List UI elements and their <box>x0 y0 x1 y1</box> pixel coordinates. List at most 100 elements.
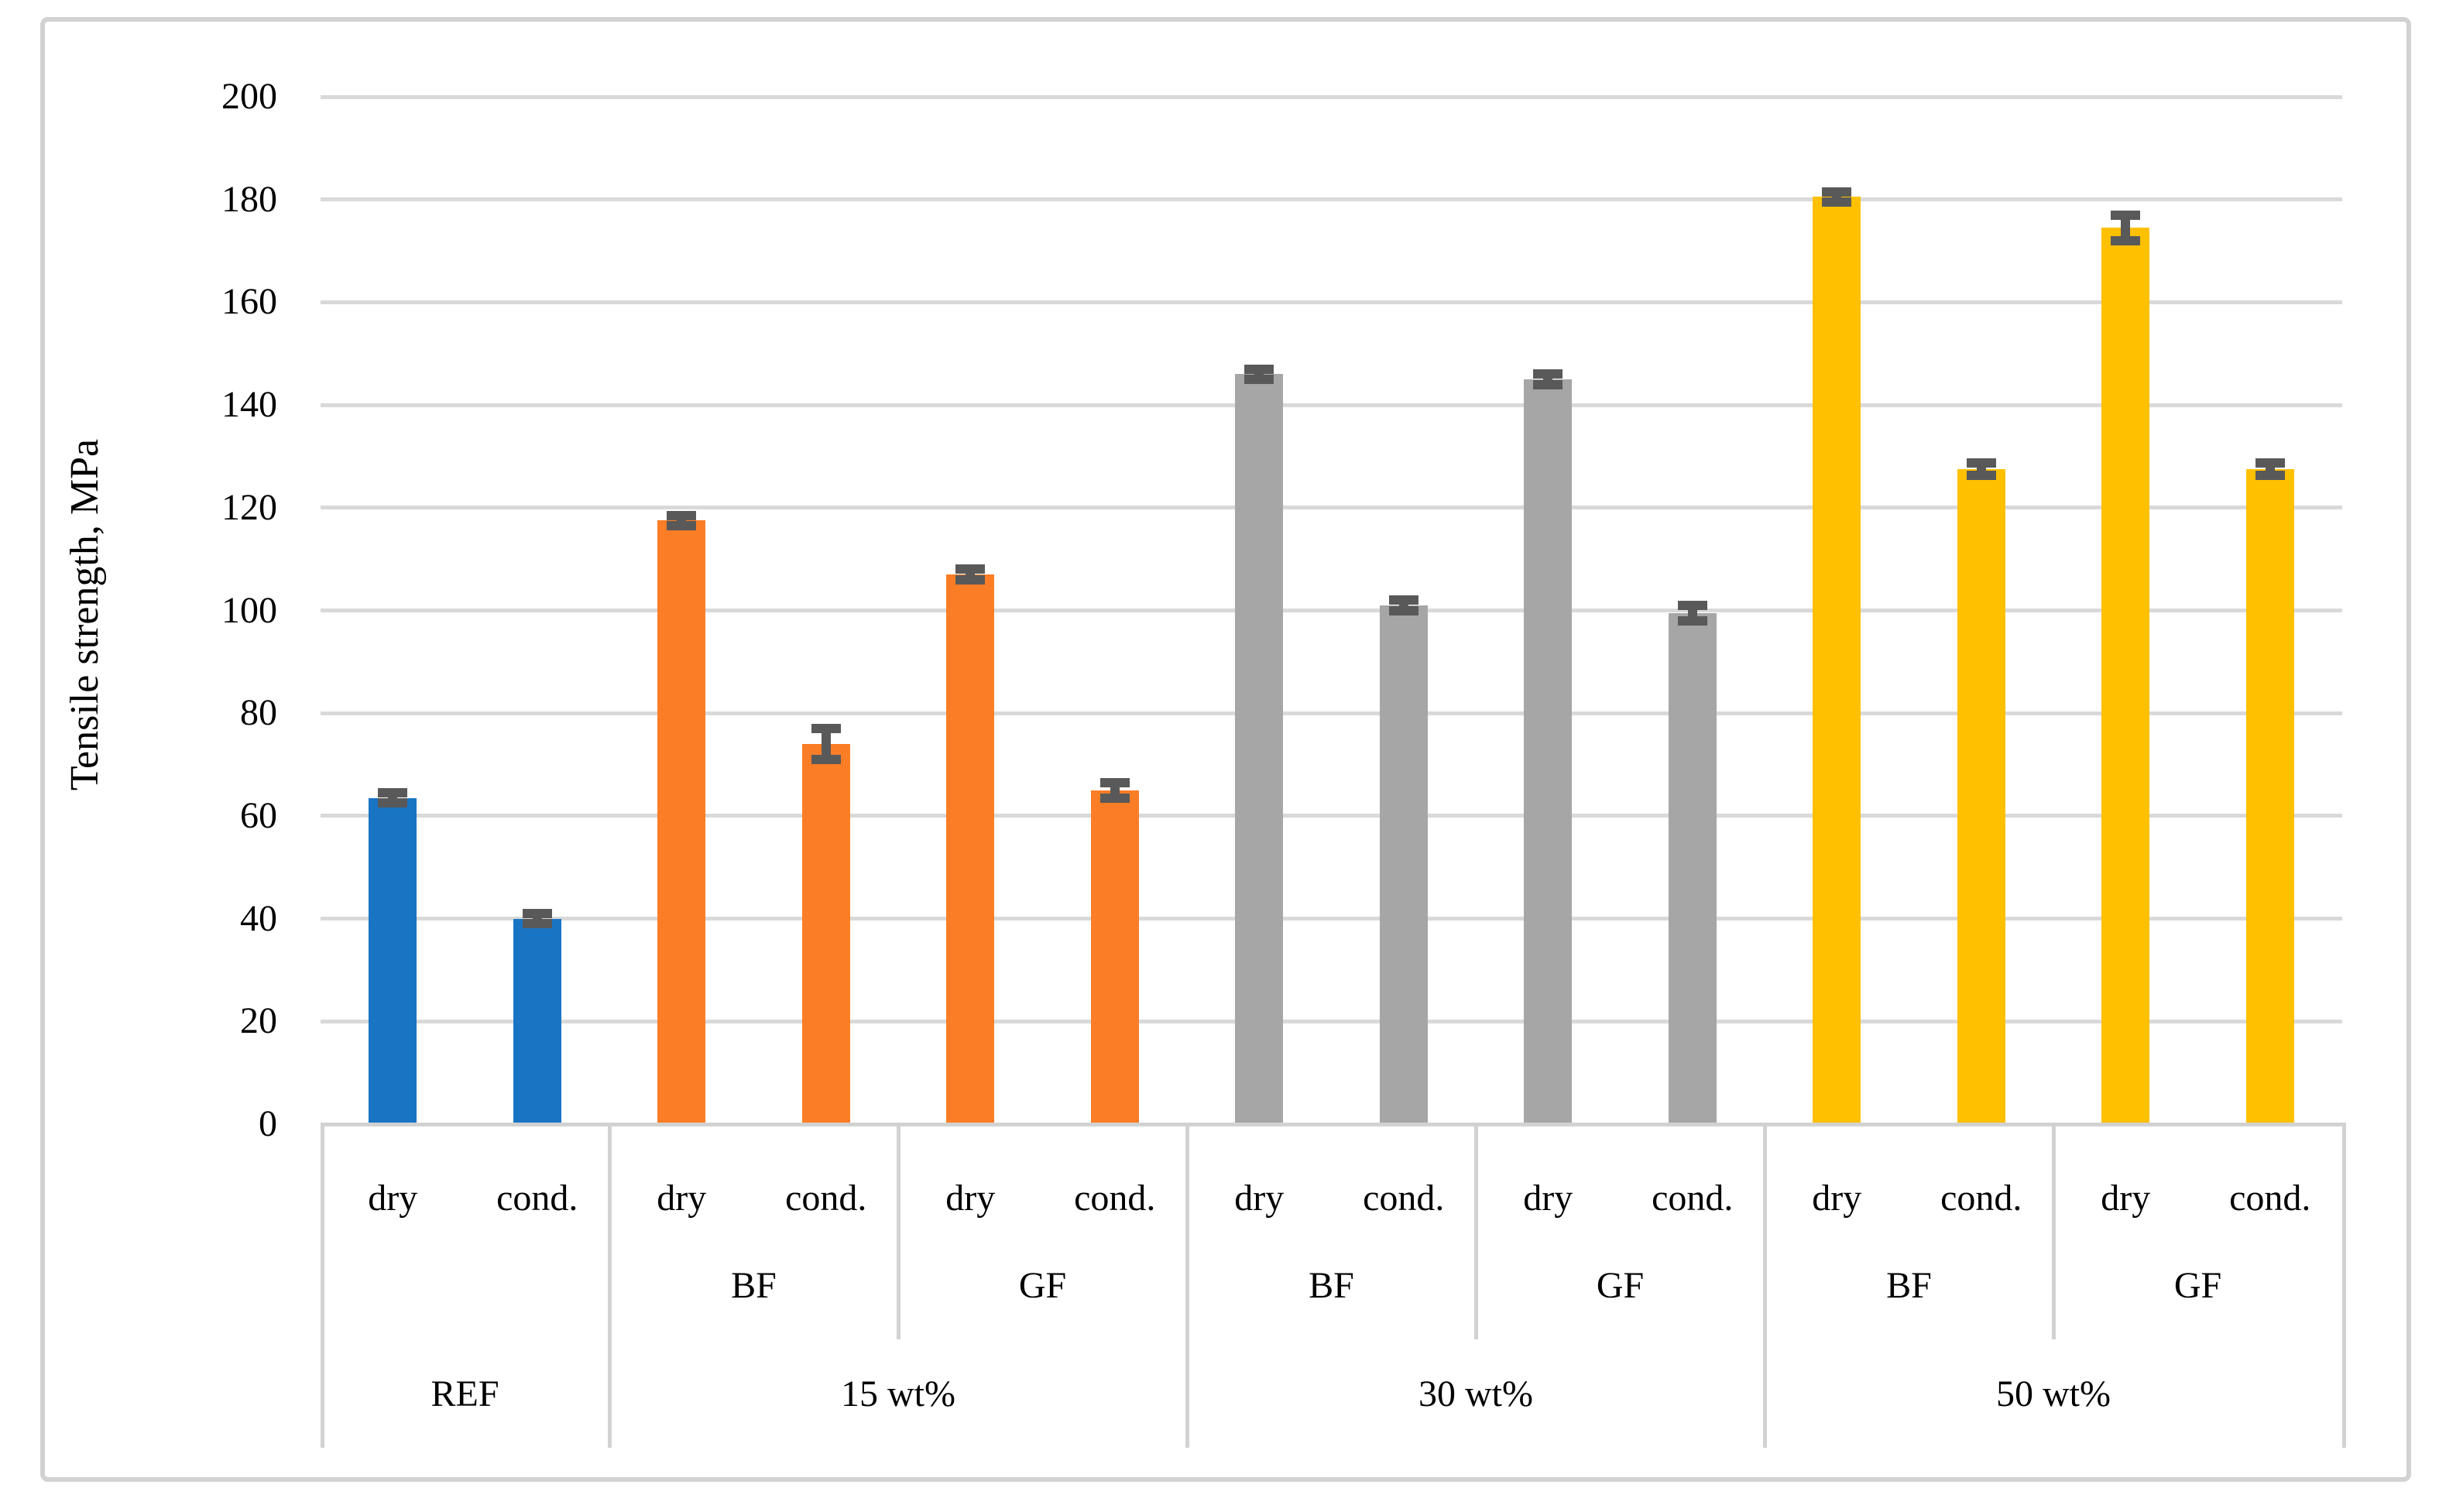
y-tick-label: 180 <box>221 178 277 220</box>
error-bar-cap-bottom <box>1822 197 1852 207</box>
category-label-condition: dry <box>657 1178 707 1219</box>
y-tick-label: 100 <box>221 589 277 631</box>
y-tick-label: 20 <box>240 1000 277 1042</box>
error-bar-cap-bottom <box>1099 793 1130 803</box>
bar-50wt-BF-cond <box>1957 469 2005 1124</box>
table-border-right <box>2342 1123 2346 1448</box>
subgroup-separator <box>896 1123 900 1339</box>
error-bar-cap-top <box>1244 364 1274 374</box>
error-bar-cap-top <box>1966 458 1996 468</box>
bar-50wt-GF-dry <box>2101 228 2150 1124</box>
error-bar-cap-top <box>378 788 408 798</box>
category-label-subgroup: GF <box>1596 1265 1645 1306</box>
category-label-subgroup: GF <box>2173 1265 2222 1306</box>
category-label-condition: dry <box>1523 1178 1573 1219</box>
error-bar-cap-top <box>1388 595 1418 605</box>
error-bar-cap-top <box>1822 187 1852 197</box>
category-label-condition: cond. <box>1652 1178 1734 1219</box>
gridline <box>321 1019 2342 1023</box>
bar-50wt-GF-cond <box>2245 469 2294 1124</box>
category-label-condition: dry <box>1234 1178 1285 1219</box>
error-bar-cap-top <box>2111 210 2141 220</box>
bar-50wt-BF-dry <box>1813 197 1861 1124</box>
bar-15wt-GF-dry <box>946 574 995 1124</box>
bar-REF-cond <box>513 918 561 1124</box>
y-tick-label: 200 <box>221 76 277 117</box>
category-label-condition: dry <box>1812 1178 1862 1219</box>
gridline <box>321 917 2342 921</box>
error-bar-cap-bottom <box>1677 615 1707 626</box>
y-tick-label: 60 <box>240 794 277 836</box>
subgroup-separator <box>1473 1123 1478 1339</box>
error-bar-cap-bottom <box>1966 470 1996 480</box>
y-tick-label: 140 <box>221 384 277 426</box>
gridline <box>321 609 2342 612</box>
error-bar-cap-bottom <box>2255 470 2285 480</box>
group-separator <box>1185 1123 1189 1448</box>
gridline <box>321 814 2342 818</box>
category-label-condition: dry <box>945 1178 996 1219</box>
error-bar-cap-bottom <box>522 919 552 929</box>
figure-border <box>40 17 2411 1482</box>
gridline <box>321 94 2342 99</box>
error-bar-cap-top <box>667 510 697 520</box>
bar-REF-dry <box>369 797 417 1124</box>
error-bar-cap-top <box>522 908 552 918</box>
error-bar-cap-top <box>1677 600 1707 610</box>
category-label-condition: cond. <box>1363 1178 1445 1219</box>
y-tick-label: 160 <box>221 281 277 323</box>
error-bar-cap-bottom <box>667 521 697 531</box>
y-tick-label: 120 <box>221 486 277 528</box>
category-label-subgroup: BF <box>1886 1265 1932 1306</box>
error-bar-cap-top <box>1533 369 1563 379</box>
gridline <box>321 403 2342 407</box>
error-bar-cap-bottom <box>811 754 841 764</box>
error-bar-stem <box>821 729 831 759</box>
gridline <box>321 300 2342 304</box>
error-bar-cap-bottom <box>1533 379 1563 389</box>
group-separator <box>1762 1123 1767 1448</box>
category-label-condition: dry <box>368 1178 418 1219</box>
category-label-subgroup: BF <box>731 1265 777 1306</box>
error-bar-cap-bottom <box>2111 235 2141 245</box>
bar-30wt-BF-dry <box>1235 374 1284 1124</box>
error-bar-cap-top <box>2255 458 2285 468</box>
category-label-group: REF <box>431 1373 499 1414</box>
y-tick-label: 40 <box>240 897 277 939</box>
category-label-subgroup: BF <box>1309 1265 1354 1306</box>
y-tick-label: 0 <box>259 1103 277 1144</box>
group-separator <box>607 1123 612 1448</box>
category-label-condition: cond. <box>496 1178 578 1219</box>
bar-15wt-GF-cond <box>1090 790 1139 1124</box>
category-label-condition: cond. <box>1940 1178 2022 1219</box>
error-bar-cap-bottom <box>378 798 408 808</box>
category-label-condition: dry <box>2101 1178 2151 1219</box>
category-label-subgroup: GF <box>1018 1265 1067 1306</box>
axis-baseline <box>321 1123 2346 1126</box>
category-label-group: 30 wt% <box>1418 1373 1533 1414</box>
category-label-condition: cond. <box>2229 1178 2311 1219</box>
gridline <box>321 711 2342 715</box>
error-bar-cap-bottom <box>955 574 986 585</box>
bar-30wt-GF-cond <box>1668 612 1717 1124</box>
gridline <box>321 506 2342 510</box>
table-border-left <box>321 1123 324 1448</box>
error-bar-cap-bottom <box>1244 374 1274 384</box>
error-bar-cap-top <box>811 724 841 734</box>
bar-30wt-BF-cond <box>1379 605 1428 1124</box>
category-label-condition: cond. <box>1074 1178 1156 1219</box>
bar-15wt-BF-dry <box>657 520 706 1124</box>
gridline <box>321 197 2342 202</box>
category-label-group: 50 wt% <box>1996 1373 2111 1414</box>
bar-30wt-GF-dry <box>1524 379 1573 1124</box>
category-label-group: 15 wt% <box>841 1373 955 1414</box>
error-bar-cap-top <box>955 564 986 574</box>
subgroup-separator <box>2051 1123 2056 1339</box>
category-label-condition: cond. <box>785 1178 867 1219</box>
error-bar-cap-top <box>1099 777 1130 787</box>
error-bar-cap-bottom <box>1388 605 1418 615</box>
error-bar-stem <box>2121 214 2131 241</box>
bar-15wt-BF-cond <box>801 744 850 1124</box>
y-tick-label: 80 <box>240 692 277 734</box>
